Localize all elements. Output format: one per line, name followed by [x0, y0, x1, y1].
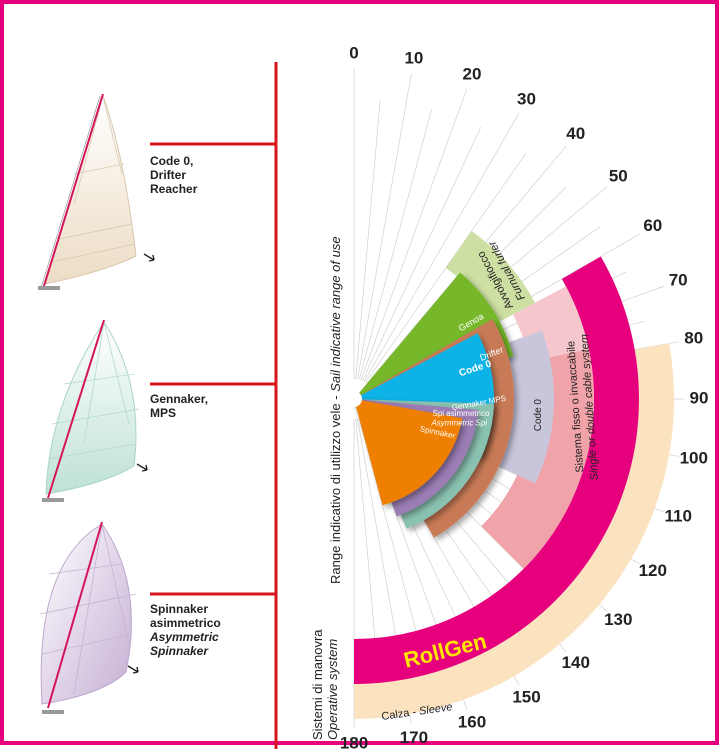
angle-label: 160: [458, 713, 486, 732]
angle-label: 0: [349, 43, 358, 62]
angle-label: 140: [562, 653, 590, 672]
radial-grid-line: [363, 113, 520, 382]
svg-text:Range indicativo di utilizzo v: Range indicativo di utilizzo vele - Sail…: [328, 236, 343, 584]
label-spi-asym-it: Spi asimmetrico: [432, 409, 489, 418]
systems-axis-label: Sistemi di manovra Operative system: [310, 629, 340, 740]
range-axis-label: Range indicativo di utilizzo vele - Sail…: [328, 236, 343, 584]
band-code0-system: [499, 330, 554, 484]
sail-label-code0: Code 0, Drifter Reacher: [150, 154, 197, 196]
sail-label-line: MPS: [150, 406, 177, 420]
sail-label-line: Reacher: [150, 182, 198, 196]
angle-label: 80: [684, 329, 703, 348]
sail-label-gennaker: Gennaker, MPS: [150, 392, 208, 420]
sail-label-line: Drifter: [150, 168, 187, 182]
angle-label: 100: [680, 448, 708, 467]
sail-illustration-spinnaker: [39, 521, 139, 714]
radial-grid-line: [358, 109, 432, 380]
band-genoa: [354, 272, 514, 399]
band-furler: [445, 231, 536, 324]
chart-hub: [346, 391, 362, 407]
range-label-it: Range indicativo di utilizzo vele -: [328, 392, 343, 584]
angle-label: 20: [463, 64, 482, 83]
sail-label-line: Asymmetric: [150, 630, 219, 644]
band-rollgen: [354, 256, 639, 684]
angle-label: 120: [639, 561, 667, 580]
label-calza-sleeve: Calza - Sleeve: [381, 701, 454, 723]
connector-lines: [150, 62, 278, 749]
sail-label-line: asimmetrico: [150, 616, 221, 630]
sail-label-line: Spinnaker: [150, 644, 209, 658]
angle-label: 130: [604, 610, 632, 629]
radial-grid-line: [360, 88, 468, 381]
sail-illustration-code0: [38, 93, 155, 290]
angle-label: 110: [664, 506, 691, 525]
angle-label: 150: [512, 687, 540, 706]
radial-grid-line: [355, 100, 381, 380]
sail-illustration-gennaker: [42, 319, 148, 502]
angle-label: 60: [643, 216, 662, 235]
radial-grid-line: [357, 73, 412, 380]
sail-label-spinnaker: Spinnaker asimmetrico Asymmetric Spinnak…: [150, 602, 221, 658]
angle-label: 90: [690, 388, 709, 407]
angle-label: 170: [400, 728, 428, 747]
angle-label: 180: [340, 733, 368, 749]
angle-label: 10: [404, 49, 423, 68]
sail-label-line: Gennaker,: [150, 392, 209, 406]
angle-label: 70: [669, 270, 688, 289]
sail-label-line: Spinnaker: [150, 602, 209, 616]
radial-grid-line: [362, 126, 482, 382]
range-label-en: Sail indicative range of use: [328, 236, 343, 391]
systems-label-en: Operative system: [325, 639, 340, 740]
label-code0-system: Code 0: [533, 399, 544, 432]
systems-label-it: Sistemi di manovra: [310, 629, 325, 740]
angle-label: 50: [609, 167, 628, 186]
label-spi-asym-en: Asymmetric Spi: [430, 418, 487, 427]
band-spinnaker: [354, 399, 463, 506]
band-calza-sleeve: [354, 343, 674, 719]
angle-label: 30: [517, 90, 536, 109]
sail-label-line: Code 0,: [150, 154, 194, 168]
angle-label: 40: [566, 124, 585, 143]
